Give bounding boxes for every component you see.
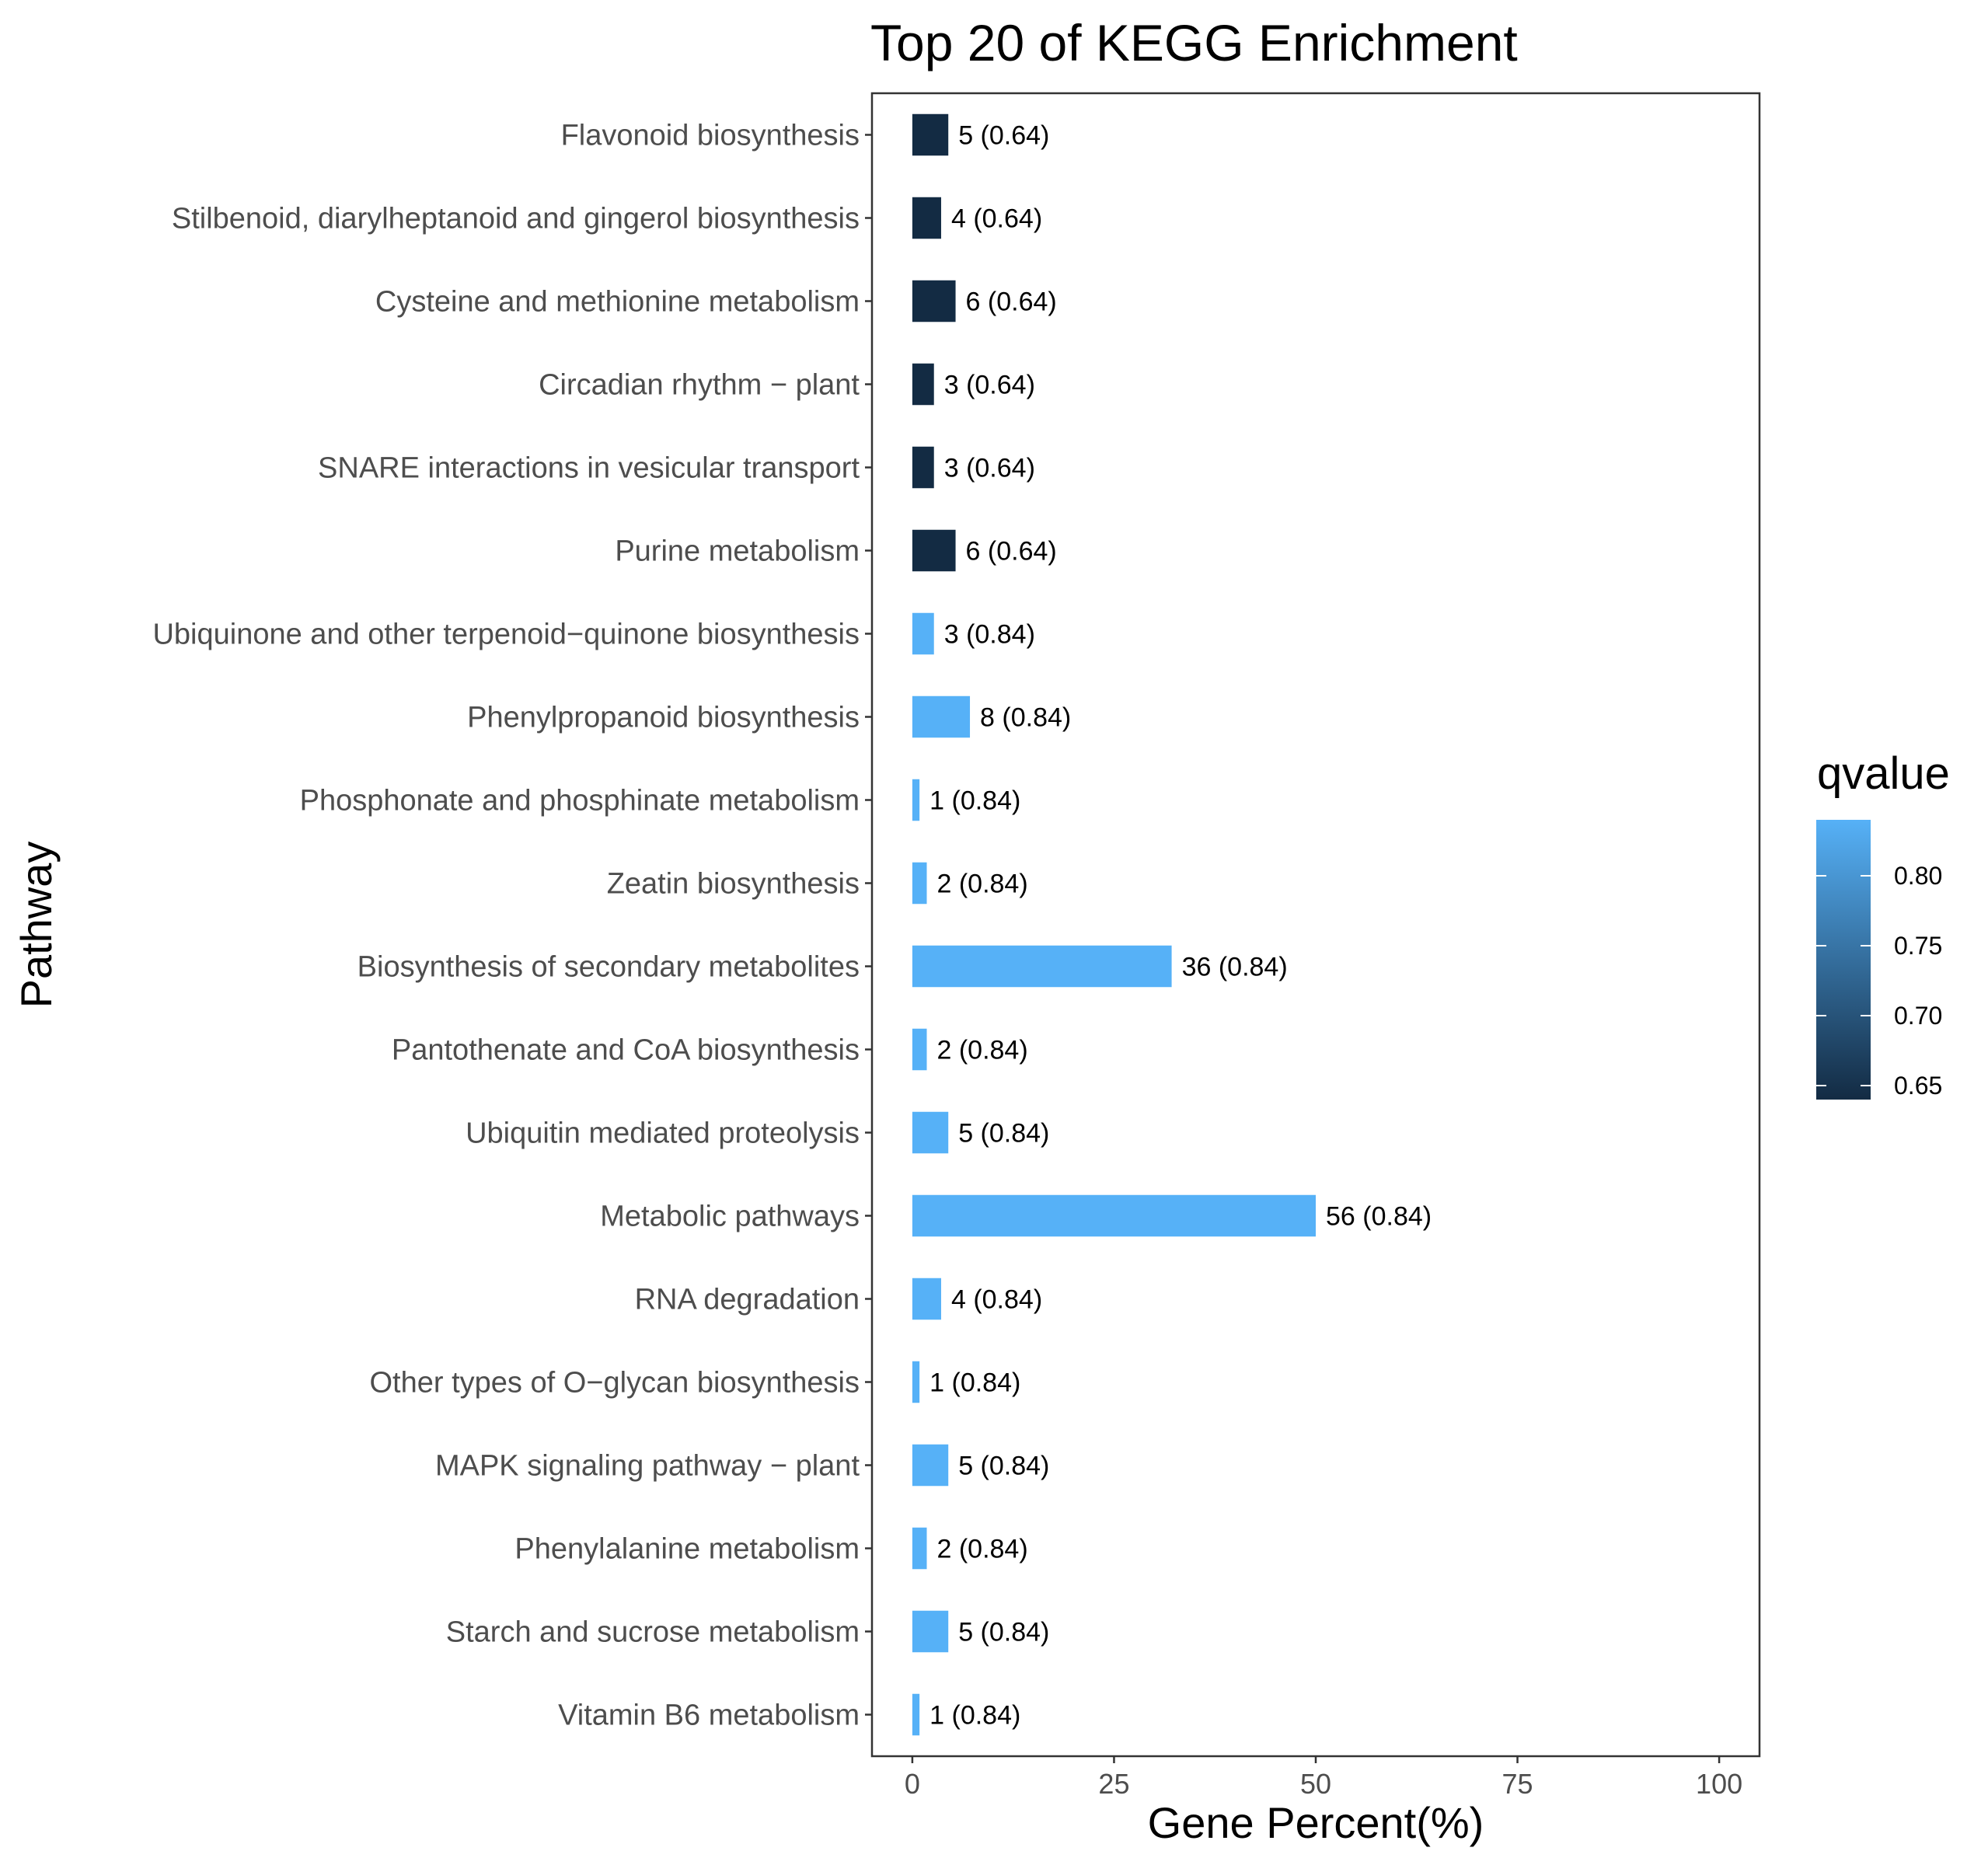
bar	[912, 529, 956, 572]
bar-value-label: 56 (0.84)	[1326, 1202, 1432, 1232]
bar-value-label: 4 (0.84)	[951, 1285, 1042, 1315]
x-tick-label: 50	[1300, 1768, 1331, 1800]
bar-value-label: 2 (0.84)	[936, 870, 1027, 899]
bar	[912, 363, 934, 406]
bar	[912, 280, 956, 322]
bar	[912, 862, 927, 905]
x-tick-label: 75	[1502, 1768, 1533, 1800]
x-tick-label: 100	[1696, 1768, 1742, 1800]
legend-ticks-layer: 0.65 0.70 0.75 0.80	[1816, 862, 1942, 1100]
bar	[912, 1527, 927, 1570]
x-axis-title: Gene Percent(%)	[1148, 1798, 1484, 1847]
y-axis: Flavonoid biosynthesis Stilbenoid, diaryl…	[152, 120, 872, 1732]
bar	[912, 1028, 927, 1071]
y-tick-label: Stilbenoid, diarylheptanoid and gingerol…	[172, 203, 860, 235]
bar	[912, 113, 949, 156]
bar	[912, 1610, 949, 1653]
x-tick-label: 0	[905, 1768, 920, 1800]
plot-panel	[870, 92, 1761, 1758]
bar-value-label: 5 (0.84)	[958, 1618, 1049, 1647]
chart-title: Top 20 of KEGG Enrichment	[870, 14, 1518, 71]
bar-value-label: 3 (0.64)	[944, 454, 1035, 483]
bar-value-label: 1 (0.84)	[929, 786, 1020, 816]
bar-value-label: 3 (0.64)	[944, 371, 1035, 400]
y-tick-label: MAPK signaling pathway − plant	[435, 1450, 860, 1483]
bar-value-label: 1 (0.84)	[929, 1368, 1020, 1398]
y-tick-label: Phosphonate and phosphinate metabolism	[300, 785, 860, 817]
x-axis: 0 25 50 75 100	[905, 1756, 1742, 1800]
bar-labels-layer: 5 (0.64) 4 (0.64) 6 (0.64) 3 (0.64) 3 (0.64)…	[929, 121, 1432, 1731]
bar-value-label: 2 (0.84)	[936, 1036, 1027, 1065]
y-tick-label: Metabolic pathways	[600, 1201, 860, 1233]
bar	[912, 1278, 941, 1320]
y-tick-label: Pantothenate and CoA biosynthesis	[392, 1034, 860, 1067]
legend-tick-label: 0.80	[1894, 862, 1942, 890]
bar	[912, 446, 934, 489]
legend-tick-label: 0.75	[1894, 932, 1942, 960]
bar-value-label: 6 (0.64)	[966, 288, 1057, 317]
qvalue-legend: qvalue 0.65 0.70 0.75 0.80	[1816, 748, 1950, 1100]
bar	[912, 945, 1172, 988]
bar-value-label: 3 (0.84)	[944, 620, 1035, 650]
y-tick-label: Zeatin biosynthesis	[607, 868, 860, 901]
bars-layer	[912, 113, 1316, 1736]
legend-title: qvalue	[1817, 748, 1950, 799]
y-tick-label: Ubiquinone and other terpenoid−quinone b…	[152, 619, 860, 651]
bar-value-label: 36 (0.84)	[1182, 953, 1288, 982]
bar	[912, 1111, 949, 1154]
bar-value-label: 5 (0.84)	[958, 1119, 1049, 1149]
legend-colorbar	[1816, 820, 1871, 1100]
y-axis-title: Pathway	[12, 842, 61, 1009]
bar	[912, 1444, 949, 1487]
bar	[912, 197, 941, 239]
y-tick-label: Flavonoid biosynthesis	[561, 120, 860, 152]
bar	[912, 1693, 920, 1736]
y-tick-label: Starch and sucrose metabolism	[446, 1616, 860, 1649]
bar	[912, 1361, 920, 1403]
y-tick-label: Ubiquitin mediated proteolysis	[466, 1117, 860, 1150]
y-tick-label: Phenylpropanoid biosynthesis	[467, 702, 860, 734]
legend-tick-label: 0.70	[1894, 1002, 1942, 1030]
y-tick-label: Biosynthesis of secondary metabolites	[357, 951, 860, 984]
y-tick-label: RNA degradation	[635, 1284, 860, 1316]
bar	[912, 695, 971, 738]
y-tick-label: Purine metabolism	[615, 535, 860, 568]
y-tick-label: Vitamin B6 metabolism	[558, 1699, 860, 1732]
bar	[912, 779, 920, 821]
x-tick-label: 25	[1098, 1768, 1129, 1800]
legend-tick-label: 0.65	[1894, 1072, 1942, 1100]
y-tick-label: Circadian rhythm − plant	[539, 369, 860, 402]
y-tick-label: Phenylalanine metabolism	[514, 1533, 860, 1566]
bar-value-label: 6 (0.64)	[966, 537, 1057, 566]
bar-value-label: 2 (0.84)	[936, 1535, 1027, 1564]
bar	[912, 1194, 1316, 1237]
y-tick-label: SNARE interactions in vesicular transpor…	[318, 452, 860, 485]
y-tick-label: Cysteine and methionine metabolism	[375, 286, 860, 319]
y-tick-label: Other types of O−glycan biosynthesis	[370, 1367, 860, 1400]
bar-value-label: 1 (0.84)	[929, 1701, 1020, 1731]
bar-value-label: 5 (0.84)	[958, 1452, 1049, 1481]
bar	[912, 612, 934, 655]
bar-value-label: 5 (0.64)	[958, 121, 1049, 151]
bar-value-label: 4 (0.64)	[951, 204, 1042, 234]
bar-value-label: 8 (0.84)	[980, 703, 1071, 733]
